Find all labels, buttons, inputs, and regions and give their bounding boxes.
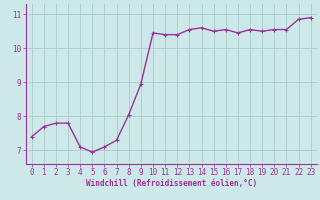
X-axis label: Windchill (Refroidissement éolien,°C): Windchill (Refroidissement éolien,°C) <box>86 179 257 188</box>
